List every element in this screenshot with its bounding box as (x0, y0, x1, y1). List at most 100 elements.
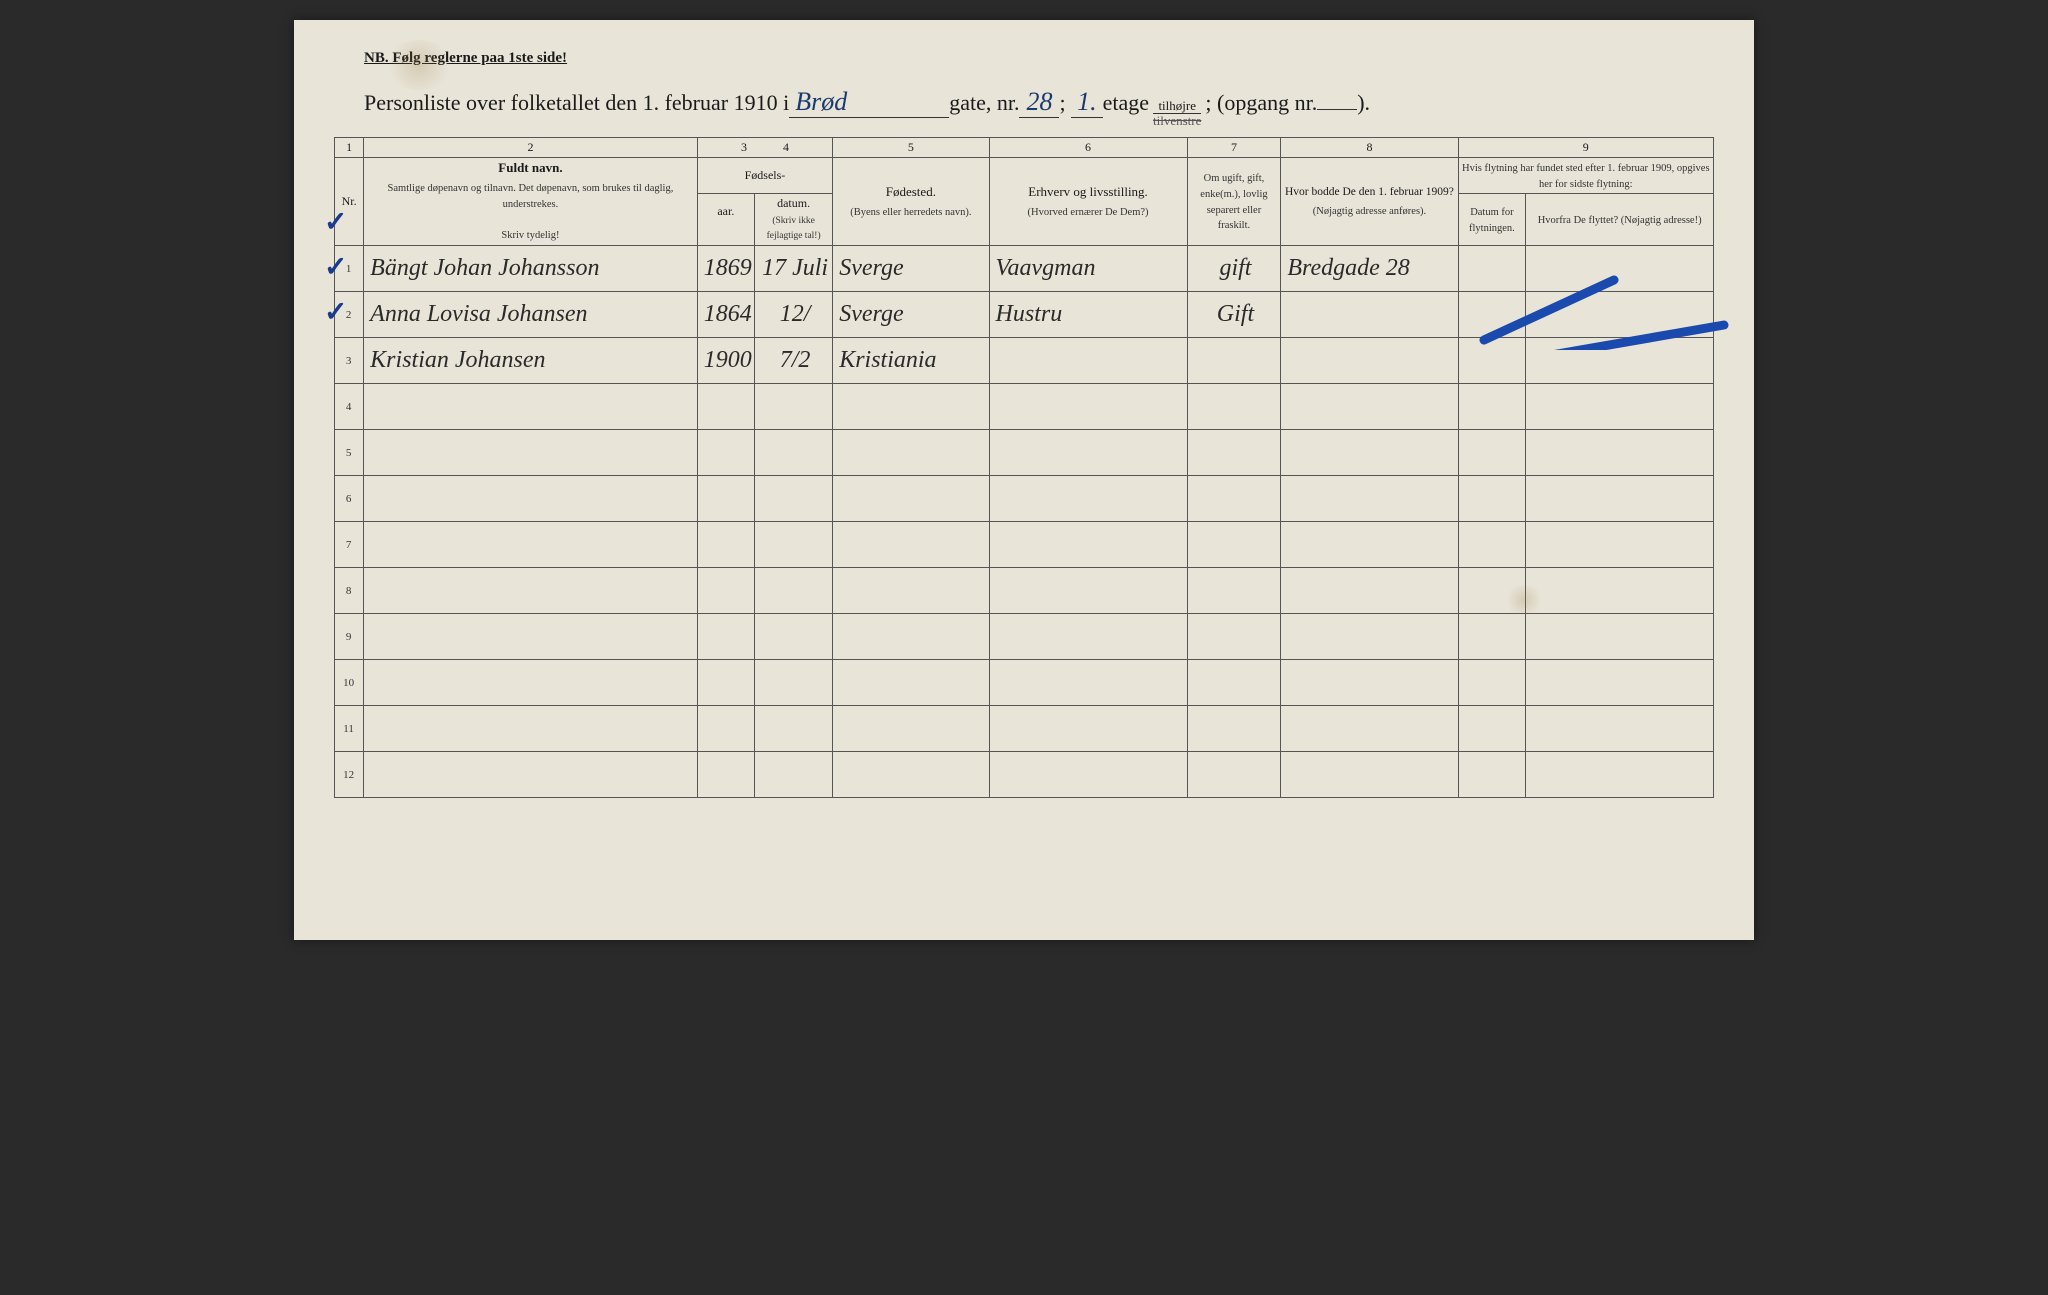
col-move-top-text: Hvis flytning har fundet sted efter 1. f… (1462, 163, 1710, 190)
cell-birthplace (833, 384, 989, 430)
table-row: 10 (335, 660, 1714, 706)
cell-nr: 7 (335, 522, 364, 568)
blue-checkmark: ✓ (324, 295, 347, 328)
cell-movefrom (1526, 338, 1714, 384)
cell-status (1187, 430, 1281, 476)
cell-name (364, 568, 698, 614)
cell-date (755, 752, 833, 798)
cell-name (364, 660, 698, 706)
cell-nr: 6 (335, 476, 364, 522)
cell-name: Kristian Johansen (364, 338, 698, 384)
cell-movedate (1458, 614, 1526, 660)
colnum-9: 9 (1458, 138, 1713, 158)
cell-year (697, 660, 754, 706)
cell-date: 7/2 (755, 338, 833, 384)
col-name: Fuldt navn. Samtlige døpenavn og tilnavn… (364, 158, 698, 246)
cell-addr1909 (1281, 568, 1458, 614)
table-row: 1Bängt Johan Johansson186917 JuliSvergeV… (335, 246, 1714, 292)
col-year: aar. (697, 194, 754, 246)
cell-status (1187, 568, 1281, 614)
cell-occupation: Hustru (989, 292, 1187, 338)
cell-year (697, 430, 754, 476)
cell-birthplace: Sverge (833, 292, 989, 338)
cell-name (364, 476, 698, 522)
cell-year (697, 752, 754, 798)
cell-year (697, 522, 754, 568)
cell-movedate (1458, 522, 1526, 568)
cell-date (755, 568, 833, 614)
cell-nr: 5 (335, 430, 364, 476)
cell-birthplace (833, 568, 989, 614)
cell-name (364, 522, 698, 568)
col-occupation-sub: (Hvorved ernærer De Dem?) (1028, 207, 1149, 218)
cell-movefrom (1526, 292, 1714, 338)
cell-movedate (1458, 430, 1526, 476)
cell-year: 1864 (697, 292, 754, 338)
cell-addr1909 (1281, 660, 1458, 706)
cell-date (755, 706, 833, 752)
table-row: 12 (335, 752, 1714, 798)
col-movefrom: Hvorfra De flyttet? (Nøjagtig adresse!) (1526, 194, 1714, 246)
cell-date (755, 614, 833, 660)
cell-year (697, 706, 754, 752)
cell-year (697, 476, 754, 522)
cell-occupation (989, 430, 1187, 476)
cell-occupation (989, 752, 1187, 798)
cell-date: 12/ (755, 292, 833, 338)
cell-movedate (1458, 246, 1526, 292)
side-top: tilhøjre (1153, 99, 1201, 114)
col-occupation-main: Erhverv og livsstilling. (993, 184, 1184, 201)
cell-movefrom (1526, 660, 1714, 706)
cell-year (697, 568, 754, 614)
cell-date: 17 Juli (755, 246, 833, 292)
col-birthplace: Fødested. (Byens eller herredets navn). (833, 158, 989, 246)
table-row: 2Anna Lovisa Johansen186412/SvergeHustru… (335, 292, 1714, 338)
cell-date (755, 660, 833, 706)
col-addr-sub: (Nøjagtig adresse anføres). (1313, 206, 1426, 217)
cell-occupation (989, 660, 1187, 706)
col-name-main: Fuldt navn. (367, 160, 694, 177)
census-form-page: NB. Følg reglerne paa 1ste side! Personl… (294, 20, 1754, 940)
cell-name: Anna Lovisa Johansen (364, 292, 698, 338)
cell-nr: 10 (335, 660, 364, 706)
cell-movedate (1458, 292, 1526, 338)
table-header: 1 2 3 4 5 6 7 8 9 Nr. Fuldt navn. Samtli… (335, 138, 1714, 246)
cell-addr1909 (1281, 430, 1458, 476)
col-status: Om ugift, gift, enke(m.), lovlig separer… (1187, 158, 1281, 246)
cell-date (755, 430, 833, 476)
cell-status: Gift (1187, 292, 1281, 338)
cell-name (364, 706, 698, 752)
cell-status (1187, 614, 1281, 660)
colnum-1: 1 (335, 138, 364, 158)
col-status-text: Om ugift, gift, enke(m.), lovlig separer… (1200, 173, 1267, 231)
cell-status (1187, 706, 1281, 752)
cell-nr: 9 (335, 614, 364, 660)
cell-birthplace (833, 706, 989, 752)
cell-birthplace (833, 430, 989, 476)
etage-label: etage (1103, 90, 1149, 116)
cell-birthplace (833, 614, 989, 660)
cell-occupation (989, 568, 1187, 614)
cell-nr: 4 (335, 384, 364, 430)
cell-movefrom (1526, 568, 1714, 614)
table-body: 1Bängt Johan Johansson186917 JuliSvergeV… (335, 246, 1714, 798)
cell-addr1909 (1281, 476, 1458, 522)
cell-occupation (989, 384, 1187, 430)
opgang-label: (opgang nr. (1217, 90, 1317, 116)
cell-year: 1900 (697, 338, 754, 384)
cell-occupation (989, 706, 1187, 752)
cell-status (1187, 752, 1281, 798)
cell-date (755, 476, 833, 522)
paper-stain (384, 40, 454, 90)
street-suffix: gate, nr. (949, 90, 1019, 116)
etage-number-field: 1. (1071, 87, 1103, 118)
cell-occupation (989, 522, 1187, 568)
cell-birthplace (833, 476, 989, 522)
cell-birthplace: Sverge (833, 246, 989, 292)
cell-movefrom (1526, 752, 1714, 798)
table-row: 11 (335, 706, 1714, 752)
col-date: datum. (Skriv ikke fejlagtige tal!) (755, 194, 833, 246)
title-prefix: Personliste over folketallet den 1. febr… (364, 90, 789, 116)
cell-addr1909 (1281, 752, 1458, 798)
cell-name (364, 384, 698, 430)
